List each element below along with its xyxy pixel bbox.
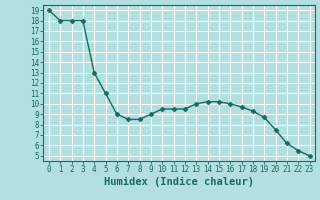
X-axis label: Humidex (Indice chaleur): Humidex (Indice chaleur) [104,177,254,187]
